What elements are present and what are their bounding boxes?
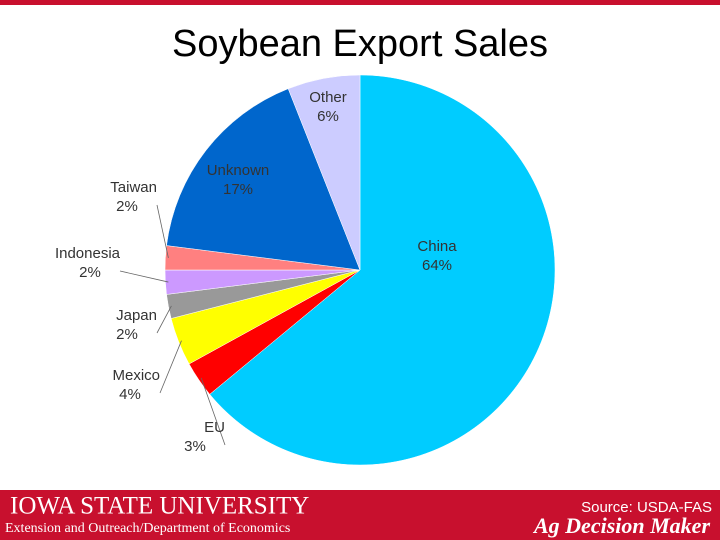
slice-value-label: 2% — [116, 198, 138, 215]
leader-line — [156, 204, 169, 259]
pie: China 64% EU 3% Mexico 4% Japan 2% Indonesia 2% Ta… — [55, 74, 556, 466]
slice-name: China — [417, 238, 457, 255]
brand: Ag Decision Maker — [532, 513, 710, 538]
slice-value-label: 17% — [223, 181, 253, 198]
leader-line — [119, 270, 169, 283]
slice-value-label: 2% — [79, 264, 101, 281]
slice-name: Taiwan — [110, 179, 157, 196]
slice-value-label: 6% — [317, 108, 339, 125]
source: Source: USDA-FAS — [581, 499, 712, 516]
pie-slice — [166, 88, 361, 271]
slice-value-label: 3% — [184, 438, 206, 455]
slice-name: Other — [309, 89, 347, 106]
slice-name: Indonesia — [55, 245, 121, 262]
department: Extension and Outreach/Department of Eco… — [5, 521, 290, 536]
slice-name: Unknown — [207, 162, 270, 179]
slice-value-label: 64% — [422, 257, 452, 274]
slice-name: Mexico — [112, 367, 160, 384]
slice-value-label: 4% — [119, 386, 141, 403]
leader-line — [159, 340, 182, 394]
footer-bar — [0, 490, 720, 540]
leader-line — [200, 377, 226, 446]
pie-slice — [209, 74, 556, 466]
slice-name: EU — [204, 419, 225, 436]
slice-name: Japan — [116, 307, 157, 324]
slice-value-label: 2% — [116, 326, 138, 343]
university-name: IOWA STATE UNIVERSITY — [10, 493, 309, 520]
leader-line — [156, 305, 172, 334]
chart-title: Soybean Export Sales — [172, 23, 548, 65]
pie-slice — [287, 74, 361, 271]
top-bar — [0, 0, 720, 5]
